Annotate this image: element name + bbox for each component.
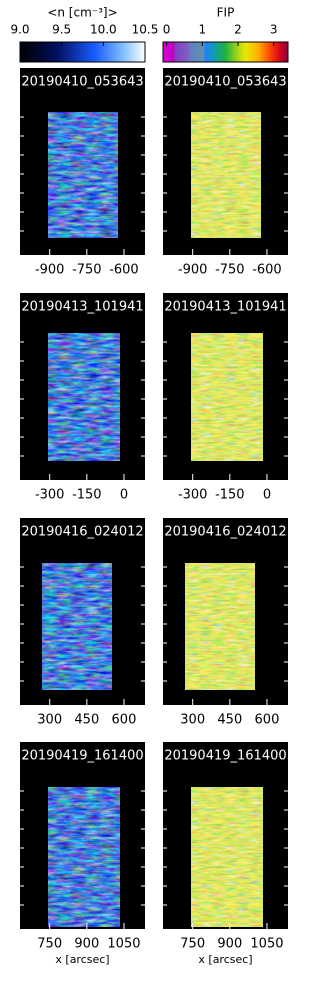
panel-title: 20190410_053643: [164, 75, 286, 90]
x-tick-label: -750: [72, 263, 102, 278]
panel-title: 20190410_053643: [21, 75, 143, 90]
x-tick-label: -750: [215, 263, 245, 278]
x-tick-label: 300: [180, 713, 205, 728]
colorbar-tick-label: 3: [270, 23, 278, 37]
x-tick-label: 750: [37, 937, 62, 952]
panel-title: 20190416_024012: [21, 525, 143, 540]
colorbar-tick-label: 1: [198, 23, 206, 37]
x-tick-label: -150: [72, 488, 102, 503]
colorbar-label: FIP: [217, 6, 235, 20]
x-tick-label: 600: [255, 713, 280, 728]
colorbar-tick-label: 2: [234, 23, 242, 37]
panel-image: [185, 563, 255, 690]
panel-title: 20190413_101941: [21, 300, 143, 315]
colorbar-tick-label: 10.5: [132, 23, 159, 37]
x-tick-label: -600: [252, 263, 282, 278]
x-tick-label: 450: [74, 713, 99, 728]
panel-title: 20190419_161400: [21, 749, 143, 764]
panel-image: [48, 787, 120, 927]
colorbar-tick-label: 9.5: [52, 23, 71, 37]
x-tick-label: 1050: [107, 937, 140, 952]
panel-image: [48, 112, 118, 238]
x-tick-label: -300: [35, 488, 65, 503]
colorbar: [162, 41, 289, 63]
panel-title: 20190413_101941: [164, 300, 286, 315]
x-tick-label: -150: [215, 488, 245, 503]
colorbar-tick-label: 10.0: [90, 23, 117, 37]
colorbar-tick-label: 0: [163, 23, 171, 37]
panel-title: 20190416_024012: [164, 525, 286, 540]
x-tick-label: -600: [109, 263, 139, 278]
x-tick-label: 1050: [250, 937, 283, 952]
x-tick-label: 0: [263, 488, 271, 503]
x-tick-label: 300: [37, 713, 62, 728]
panel-image: [191, 333, 263, 461]
x-tick-label: 900: [74, 937, 99, 952]
panel-image: [48, 333, 120, 461]
x-axis-label: x [arcsec]: [55, 953, 109, 966]
x-tick-label: 900: [217, 937, 242, 952]
x-tick-label: 600: [112, 713, 137, 728]
x-axis-label: x [arcsec]: [198, 953, 252, 966]
x-tick-label: -900: [35, 263, 65, 278]
panel-image: [191, 787, 263, 927]
x-tick-label: 0: [120, 488, 128, 503]
x-tick-label: -300: [178, 488, 208, 503]
x-tick-label: -900: [178, 263, 208, 278]
x-tick-label: 450: [217, 713, 242, 728]
figure: <n [cm⁻³]> 9.0 9.5 10.0 10.5 FIP 0 1 2 3 20190410_…: [10, 6, 289, 966]
colorbar-tick-label: 9.0: [10, 23, 29, 37]
panel-title: 20190419_161400: [164, 749, 286, 764]
colorbar-label: <n [cm⁻³]>: [47, 6, 117, 20]
panel-image: [191, 112, 261, 238]
panel-image: [42, 563, 112, 690]
x-tick-label: 750: [180, 937, 205, 952]
colorbar: [19, 41, 146, 63]
